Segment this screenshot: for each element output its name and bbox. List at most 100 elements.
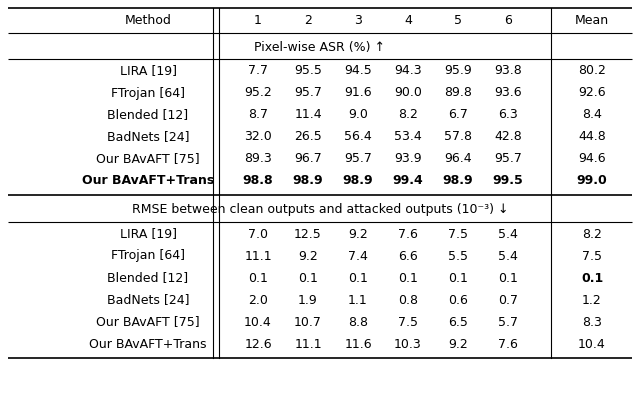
Text: 44.8: 44.8	[578, 130, 606, 143]
Text: LIRA [19]: LIRA [19]	[120, 228, 177, 241]
Text: 98.9: 98.9	[342, 175, 373, 188]
Text: 99.0: 99.0	[577, 175, 607, 188]
Text: Our BAvAFT+Trans: Our BAvAFT+Trans	[82, 175, 214, 188]
Text: Mean: Mean	[575, 15, 609, 28]
Text: 7.7: 7.7	[248, 64, 268, 77]
Text: 10.3: 10.3	[394, 337, 422, 350]
Text: RMSE between clean outputs and attacked outputs (10⁻³) ↓: RMSE between clean outputs and attacked …	[132, 203, 508, 216]
Text: 0.1: 0.1	[298, 271, 318, 284]
Text: Our BAvAFT [75]: Our BAvAFT [75]	[96, 316, 200, 329]
Text: Method: Method	[125, 15, 172, 28]
Text: 91.6: 91.6	[344, 87, 372, 100]
Text: 90.0: 90.0	[394, 87, 422, 100]
Text: FTrojan [64]: FTrojan [64]	[111, 250, 185, 263]
Text: 95.2: 95.2	[244, 87, 272, 100]
Text: 11.6: 11.6	[344, 337, 372, 350]
Text: 99.4: 99.4	[392, 175, 424, 188]
Text: 7.5: 7.5	[582, 250, 602, 263]
Text: 0.7: 0.7	[498, 293, 518, 307]
Text: 92.6: 92.6	[578, 87, 606, 100]
Text: 8.4: 8.4	[582, 109, 602, 122]
Text: 9.2: 9.2	[448, 337, 468, 350]
Text: Our BAvAFT+Trans: Our BAvAFT+Trans	[89, 337, 207, 350]
Text: 6: 6	[504, 15, 512, 28]
Text: 95.7: 95.7	[494, 152, 522, 166]
Text: 3: 3	[354, 15, 362, 28]
Text: 8.7: 8.7	[248, 109, 268, 122]
Text: 98.9: 98.9	[292, 175, 323, 188]
Text: 56.4: 56.4	[344, 130, 372, 143]
Text: 94.6: 94.6	[578, 152, 606, 166]
Text: 11.1: 11.1	[294, 337, 322, 350]
Text: 6.3: 6.3	[498, 109, 518, 122]
Text: 95.5: 95.5	[294, 64, 322, 77]
Text: 94.5: 94.5	[344, 64, 372, 77]
Text: 0.1: 0.1	[398, 271, 418, 284]
Text: 7.5: 7.5	[398, 316, 418, 329]
Text: 96.4: 96.4	[444, 152, 472, 166]
Text: 0.8: 0.8	[398, 293, 418, 307]
Text: FTrojan [64]: FTrojan [64]	[111, 87, 185, 100]
Text: 11.1: 11.1	[244, 250, 272, 263]
Text: 93.6: 93.6	[494, 87, 522, 100]
Text: 9.2: 9.2	[348, 228, 368, 241]
Text: 89.3: 89.3	[244, 152, 272, 166]
Text: 53.4: 53.4	[394, 130, 422, 143]
Text: 8.2: 8.2	[582, 228, 602, 241]
Text: 6.6: 6.6	[398, 250, 418, 263]
Text: 10.4: 10.4	[244, 316, 272, 329]
Text: 5.5: 5.5	[448, 250, 468, 263]
Text: 8.2: 8.2	[398, 109, 418, 122]
Text: 0.1: 0.1	[498, 271, 518, 284]
Text: 89.8: 89.8	[444, 87, 472, 100]
Text: 94.3: 94.3	[394, 64, 422, 77]
Text: 95.9: 95.9	[444, 64, 472, 77]
Text: 1: 1	[254, 15, 262, 28]
Text: BadNets [24]: BadNets [24]	[107, 293, 189, 307]
Text: 95.7: 95.7	[294, 87, 322, 100]
Text: 2.0: 2.0	[248, 293, 268, 307]
Text: 12.6: 12.6	[244, 337, 272, 350]
Text: 4: 4	[404, 15, 412, 28]
Text: 8.3: 8.3	[582, 316, 602, 329]
Text: 99.5: 99.5	[493, 175, 524, 188]
Text: 1.1: 1.1	[348, 293, 368, 307]
Text: 2: 2	[304, 15, 312, 28]
Text: 7.4: 7.4	[348, 250, 368, 263]
Text: 1.2: 1.2	[582, 293, 602, 307]
Text: Blended [12]: Blended [12]	[108, 271, 189, 284]
Text: 80.2: 80.2	[578, 64, 606, 77]
Text: 95.7: 95.7	[344, 152, 372, 166]
Text: 10.4: 10.4	[578, 337, 606, 350]
Text: 5.4: 5.4	[498, 228, 518, 241]
Text: 7.0: 7.0	[248, 228, 268, 241]
Text: 96.7: 96.7	[294, 152, 322, 166]
Text: 0.1: 0.1	[248, 271, 268, 284]
Text: 12.5: 12.5	[294, 228, 322, 241]
Text: 7.6: 7.6	[498, 337, 518, 350]
Text: 7.6: 7.6	[398, 228, 418, 241]
Text: 5.4: 5.4	[498, 250, 518, 263]
Text: 98.9: 98.9	[443, 175, 474, 188]
Text: 11.4: 11.4	[294, 109, 322, 122]
Text: BadNets [24]: BadNets [24]	[107, 130, 189, 143]
Text: 1.9: 1.9	[298, 293, 318, 307]
Text: 10.7: 10.7	[294, 316, 322, 329]
Text: 0.6: 0.6	[448, 293, 468, 307]
Text: 5: 5	[454, 15, 462, 28]
Text: 0.1: 0.1	[448, 271, 468, 284]
Text: 8.8: 8.8	[348, 316, 368, 329]
Text: 32.0: 32.0	[244, 130, 272, 143]
Text: 0.1: 0.1	[581, 271, 603, 284]
Text: Our BAvAFT [75]: Our BAvAFT [75]	[96, 152, 200, 166]
Text: 26.5: 26.5	[294, 130, 322, 143]
Text: Pixel-wise ASR (%) ↑: Pixel-wise ASR (%) ↑	[255, 41, 385, 53]
Text: 7.5: 7.5	[448, 228, 468, 241]
Text: 5.7: 5.7	[498, 316, 518, 329]
Text: Blended [12]: Blended [12]	[108, 109, 189, 122]
Text: 93.8: 93.8	[494, 64, 522, 77]
Text: 98.8: 98.8	[243, 175, 273, 188]
Text: 9.2: 9.2	[298, 250, 318, 263]
Text: 42.8: 42.8	[494, 130, 522, 143]
Text: LIRA [19]: LIRA [19]	[120, 64, 177, 77]
